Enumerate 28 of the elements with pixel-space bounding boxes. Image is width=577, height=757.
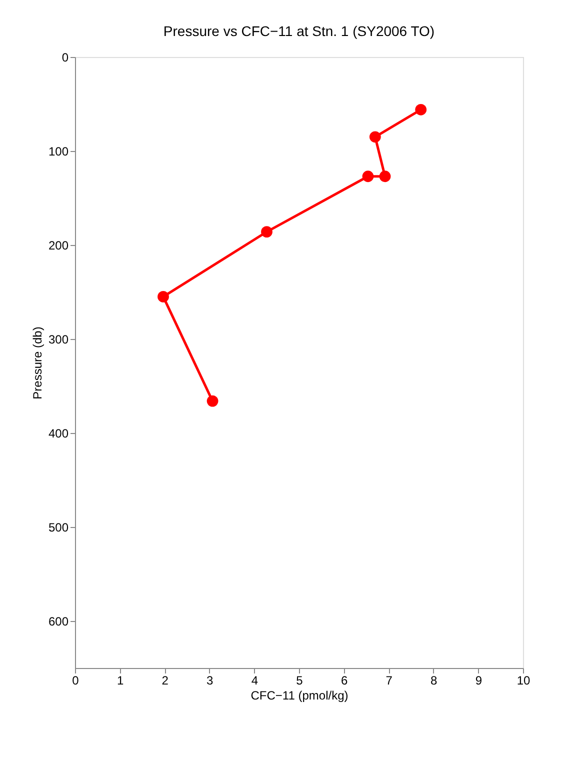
x-axis-title: CFC−11 (pmol/kg) [250, 688, 348, 702]
y-tick-label: 200 [48, 238, 69, 252]
x-tick-label: 6 [340, 674, 348, 688]
chart-title: Pressure vs CFC−11 at Stn. 1 (SY2006 TO) [163, 23, 435, 39]
point [362, 170, 374, 182]
y-tick-label: 400 [48, 426, 69, 440]
point [415, 104, 427, 116]
y-tick-label: 500 [48, 520, 69, 534]
x-tick-label: 8 [430, 674, 438, 688]
point [206, 395, 218, 407]
x-tick-label: 1 [116, 674, 124, 688]
x-tick-label: 0 [72, 674, 80, 688]
y-tick-label: 600 [48, 614, 69, 628]
x-tick-label: 3 [206, 674, 214, 688]
y-tick-label: 0 [62, 50, 69, 64]
y-tick-label: 100 [48, 144, 69, 158]
point [261, 226, 272, 238]
point [158, 291, 169, 302]
x-tick-label: 10 [516, 674, 530, 688]
x-tick-label: 2 [162, 674, 169, 688]
y-axis-title: Pressure (db) [30, 326, 44, 400]
point [369, 131, 381, 143]
x-tick-label: 7 [386, 674, 393, 688]
point [379, 170, 391, 182]
x-tick-label: 5 [296, 674, 304, 688]
x-tick-label: 9 [475, 674, 482, 688]
x-tick-label: 4 [251, 674, 258, 688]
y-tick-label: 300 [48, 332, 69, 346]
